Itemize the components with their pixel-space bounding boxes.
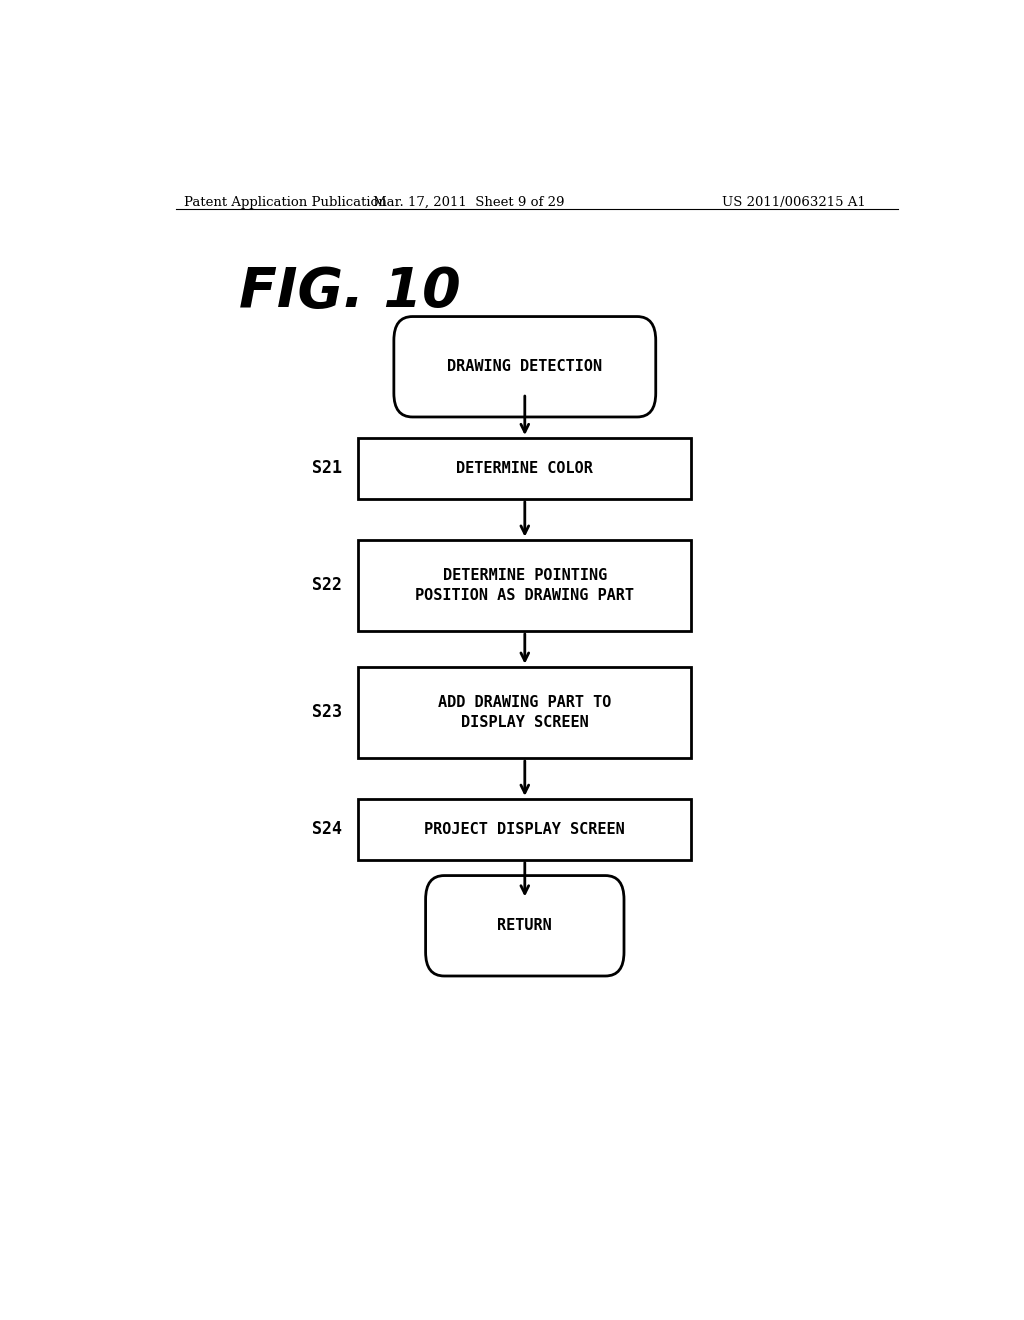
Bar	[358, 540, 691, 631]
Text: S24: S24	[312, 820, 342, 838]
Text: S22: S22	[312, 577, 342, 594]
Text: US 2011/0063215 A1: US 2011/0063215 A1	[722, 195, 866, 209]
FancyBboxPatch shape	[394, 317, 655, 417]
Text: DETERMINE COLOR: DETERMINE COLOR	[457, 461, 593, 477]
Bar	[358, 799, 691, 859]
Text: DRAWING DETECTION: DRAWING DETECTION	[447, 359, 602, 375]
Text: S23: S23	[312, 704, 342, 721]
Text: RETURN: RETURN	[498, 919, 552, 933]
Text: FIG. 10: FIG. 10	[240, 265, 461, 319]
Text: Patent Application Publication: Patent Application Publication	[183, 195, 386, 209]
Bar	[358, 438, 691, 499]
Text: ADD DRAWING PART TO
DISPLAY SCREEN: ADD DRAWING PART TO DISPLAY SCREEN	[438, 694, 611, 730]
Text: PROJECT DISPLAY SCREEN: PROJECT DISPLAY SCREEN	[424, 822, 626, 837]
Bar	[358, 667, 691, 758]
FancyBboxPatch shape	[426, 875, 624, 975]
Text: Mar. 17, 2011  Sheet 9 of 29: Mar. 17, 2011 Sheet 9 of 29	[374, 195, 565, 209]
Text: DETERMINE POINTING
POSITION AS DRAWING PART: DETERMINE POINTING POSITION AS DRAWING P…	[416, 568, 634, 603]
Text: S21: S21	[312, 459, 342, 478]
